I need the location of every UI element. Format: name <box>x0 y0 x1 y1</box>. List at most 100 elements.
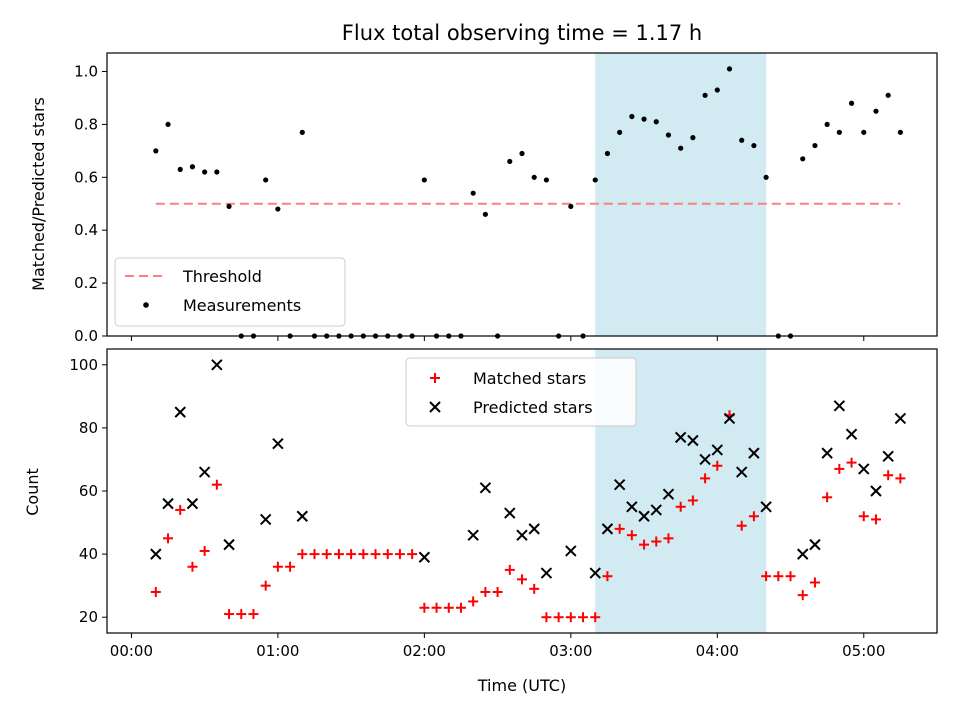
matched-star-point <box>150 586 161 597</box>
matched-star-point <box>541 612 552 623</box>
measurement-point <box>885 92 891 98</box>
matched-star-point <box>504 564 515 575</box>
predicted-star-point <box>479 482 492 494</box>
predicted-star-point <box>662 488 675 500</box>
measurement-point <box>275 206 281 212</box>
matched-star-point <box>346 549 357 560</box>
x-tick-label: 00:00 <box>110 642 153 660</box>
matched-star-point <box>858 511 869 522</box>
matched-star-point <box>700 473 711 484</box>
legend-measurements-label: Measurements <box>183 296 301 315</box>
predicted-star-point <box>870 485 882 497</box>
top-legend: Threshold Measurements <box>114 257 346 327</box>
matched-star-point <box>309 549 320 560</box>
matched-star-point <box>480 586 491 597</box>
matched-star-point <box>248 609 259 620</box>
matched-star-point <box>785 571 796 582</box>
measurement-point <box>861 129 867 135</box>
bottom-legend: Matched stars Predicted stars <box>405 357 637 427</box>
measurement-point <box>189 164 196 170</box>
matched-star-point <box>468 596 479 607</box>
measurement-point <box>897 129 903 135</box>
highlight-span-top <box>595 53 767 336</box>
matched-star-point <box>394 549 405 560</box>
predicted-star-point <box>528 523 540 535</box>
predicted-star-point <box>613 478 626 491</box>
predicted-star-point <box>150 548 162 560</box>
chart-title: Flux total observing time = 1.17 h <box>342 21 702 45</box>
matched-stars-points <box>150 410 906 623</box>
measurement-point <box>653 119 659 125</box>
predicted-stars-points <box>150 359 907 579</box>
x-tick-label: 04:00 <box>696 642 739 660</box>
top-y-ticks: 0.0 0.2 0.4 0.6 0.8 1.0 <box>74 63 107 345</box>
measurement-point <box>678 145 684 151</box>
measurement-point <box>543 177 550 183</box>
predicted-star-point <box>748 447 760 459</box>
predicted-star-point <box>735 466 748 478</box>
measurement-point <box>617 129 623 135</box>
measurement-point <box>519 150 525 157</box>
measurement-point <box>263 177 269 183</box>
predicted-star-point <box>418 551 431 563</box>
matched-star-point <box>590 612 601 623</box>
predicted-star-point <box>674 431 687 444</box>
top-y-axis-label: Matched/Predicted stars <box>29 97 48 291</box>
measurement-point <box>763 174 769 180</box>
legend-matched-label: Matched stars <box>473 369 586 388</box>
predicted-star-point <box>589 567 601 579</box>
predicted-star-point <box>723 412 736 425</box>
matched-star-point <box>358 549 369 560</box>
matched-star-point <box>834 463 845 474</box>
matched-star-point <box>443 602 454 613</box>
predicted-star-point <box>296 510 309 522</box>
predicted-star-point <box>504 507 516 519</box>
matched-star-point <box>163 533 174 544</box>
measurement-point <box>153 148 159 154</box>
measurement-point <box>604 150 611 157</box>
predicted-star-point <box>540 567 553 579</box>
predicted-star-point <box>565 545 577 557</box>
matched-star-point <box>199 545 210 556</box>
matched-star-point <box>651 536 662 547</box>
matched-star-point <box>663 533 674 544</box>
measurement-point <box>665 132 672 138</box>
predicted-star-point <box>211 359 223 371</box>
measurement-point <box>482 211 488 217</box>
predicted-star-point <box>638 510 650 522</box>
predicted-star-point <box>760 501 772 513</box>
measurement-point <box>226 203 232 210</box>
x-axis-label: Time (UTC) <box>477 676 566 695</box>
legend-matched-swatch <box>430 373 440 383</box>
matched-star-point <box>822 492 833 503</box>
matched-star-point <box>517 574 527 585</box>
predicted-star-point <box>174 406 186 418</box>
measurement-point <box>177 166 183 172</box>
measurement-point <box>629 113 635 120</box>
top-axes-frame <box>106 52 938 337</box>
matched-star-point <box>870 514 881 525</box>
predicted-star-point <box>894 412 907 425</box>
top-y-tick-label: 0.2 <box>74 274 98 292</box>
matched-star-point <box>809 577 820 588</box>
predicted-star-point <box>198 466 211 478</box>
predicted-star-point <box>516 529 528 541</box>
measurement-point <box>568 203 574 210</box>
matched-star-point <box>565 612 576 623</box>
predicted-star-point <box>467 529 479 541</box>
predicted-star-point <box>223 538 235 551</box>
matched-star-point <box>175 504 186 515</box>
matched-star-point <box>529 583 540 594</box>
matched-ratio-panel: 0.0 0.2 0.4 0.6 0.8 1.0 Flux total observing … <box>29 21 938 345</box>
matched-star-point <box>748 511 759 522</box>
measurement-point <box>421 177 427 183</box>
matched-star-point <box>431 602 442 613</box>
matched-star-point <box>187 561 198 572</box>
matched-star-point <box>272 561 283 572</box>
measurement-point <box>714 87 720 93</box>
top-y-tick-label: 0.0 <box>74 327 98 345</box>
matched-star-point <box>285 561 296 572</box>
predicted-star-point <box>601 523 614 535</box>
measurement-point <box>702 92 708 98</box>
